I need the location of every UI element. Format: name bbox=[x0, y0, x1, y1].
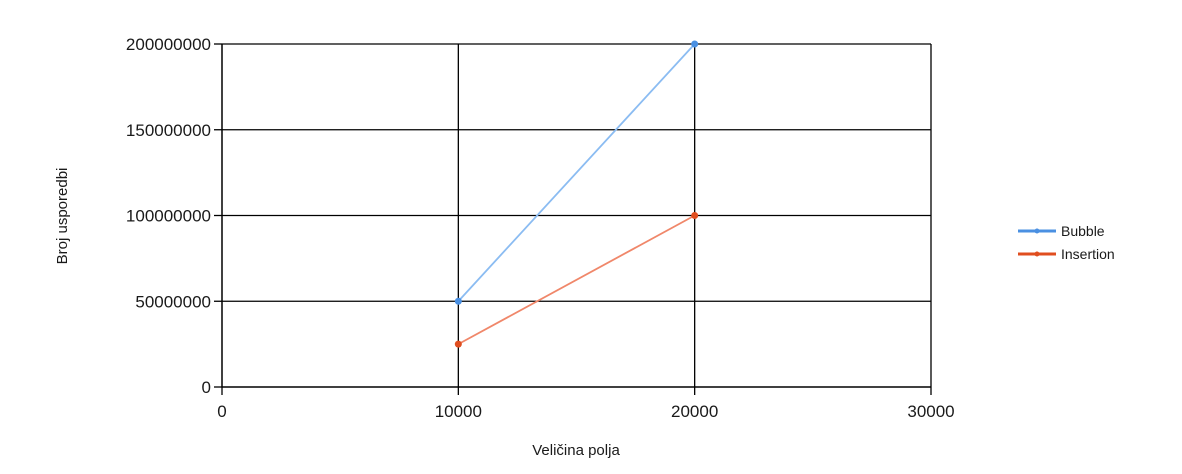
bubble-data-point bbox=[691, 40, 699, 48]
insertion-series-line bbox=[457, 214, 696, 345]
grid bbox=[222, 43, 932, 387]
insertion-data-point bbox=[691, 212, 699, 219]
axes bbox=[214, 43, 932, 395]
y-tick-label: 150000000 bbox=[126, 121, 211, 140]
series-markers bbox=[454, 40, 699, 348]
y-tick-label: 0 bbox=[202, 378, 211, 397]
bubble-data-point bbox=[454, 297, 462, 305]
insertion-data-point bbox=[454, 340, 462, 348]
y-axis-title: Broj usporedbi bbox=[54, 168, 71, 265]
tick-labels: 0 50000000 100000000 150000000 200000000 0 100… bbox=[126, 35, 955, 421]
series-lines bbox=[457, 43, 696, 345]
legend-label-bubble: Bubble bbox=[1061, 223, 1105, 239]
x-axis-title: Veličina polja bbox=[532, 442, 620, 459]
x-tick-label: 0 bbox=[217, 402, 226, 421]
legend-label-insertion: Insertion bbox=[1061, 246, 1115, 262]
legend: Bubble Insertion bbox=[1018, 223, 1115, 262]
y-tick-label: 200000000 bbox=[126, 35, 211, 54]
y-tick-label: 100000000 bbox=[126, 207, 211, 226]
legend-marker-bubble bbox=[1034, 228, 1040, 234]
x-tick-label: 30000 bbox=[907, 402, 954, 421]
y-tick-label: 50000000 bbox=[135, 292, 211, 311]
bubble-series-line bbox=[457, 43, 696, 302]
x-tick-label: 20000 bbox=[671, 402, 718, 421]
legend-marker-insertion bbox=[1034, 251, 1040, 257]
x-tick-label: 10000 bbox=[435, 402, 482, 421]
